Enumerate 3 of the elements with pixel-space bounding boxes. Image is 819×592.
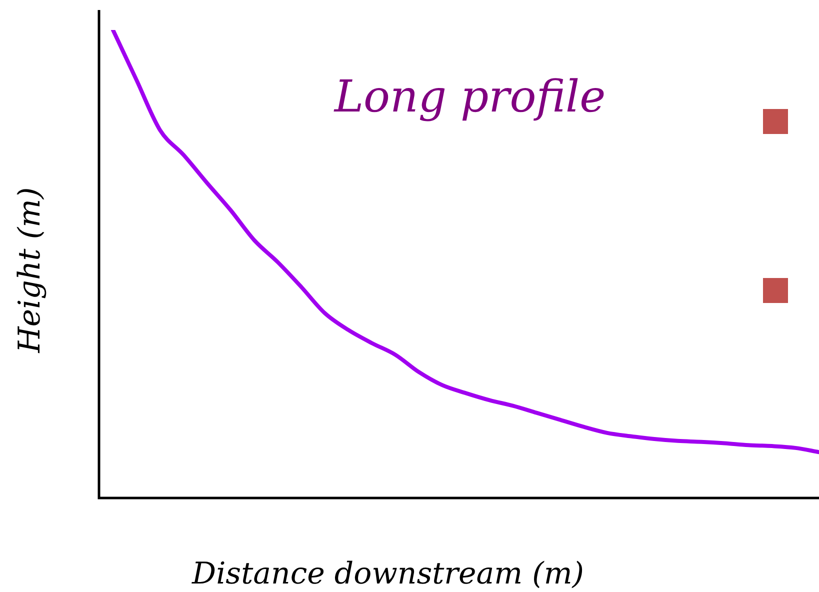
x-axis-title: Distance downstream (m) — [192, 556, 584, 592]
text: Long profile — [334, 72, 606, 122]
y-axis-title: Height (m) — [12, 187, 48, 353]
